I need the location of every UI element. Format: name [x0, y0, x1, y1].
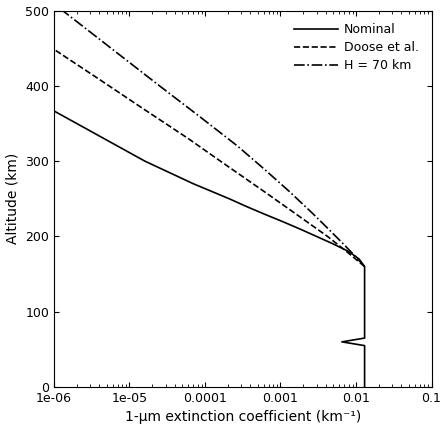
- H = 70 km: [310, 211, 316, 216]
- H = 70 km: [60, 8, 65, 13]
- Line: H = 70 km: H = 70 km: [63, 11, 365, 267]
- Doose et al.: [50, 46, 55, 51]
- Nominal: [74, 121, 80, 126]
- Nominal: [243, 204, 249, 209]
- Doose et al.: [240, 174, 245, 179]
- Nominal: [362, 324, 367, 329]
- Line: Nominal: Nominal: [0, 11, 365, 387]
- H = 70 km: [196, 114, 202, 119]
- Nominal: [261, 211, 266, 216]
- Nominal: [331, 241, 336, 246]
- Nominal: [362, 279, 367, 284]
- Nominal: [190, 181, 196, 186]
- Nominal: [279, 219, 285, 224]
- H = 70 km: [235, 144, 240, 149]
- Nominal: [362, 343, 367, 348]
- Nominal: [362, 347, 367, 352]
- H = 70 km: [352, 253, 357, 258]
- Doose et al.: [325, 234, 330, 239]
- Doose et al.: [218, 159, 223, 164]
- Nominal: [356, 256, 362, 261]
- Nominal: [362, 264, 367, 269]
- Doose et al.: [344, 249, 349, 254]
- Nominal: [362, 309, 367, 314]
- Doose et al.: [140, 106, 145, 111]
- H = 70 km: [287, 189, 292, 194]
- Doose et al.: [95, 76, 101, 81]
- Nominal: [6, 83, 11, 89]
- Doose et al.: [304, 219, 309, 224]
- Nominal: [346, 249, 351, 254]
- Y-axis label: Altitude (km): Altitude (km): [5, 153, 20, 244]
- H = 70 km: [108, 46, 114, 51]
- Doose et al.: [186, 136, 191, 141]
- Nominal: [297, 226, 303, 231]
- Nominal: [227, 196, 232, 201]
- Nominal: [362, 335, 367, 341]
- Legend: Nominal, Doose et al., H = 70 km: Nominal, Doose et al., H = 70 km: [288, 17, 425, 78]
- Doose et al.: [283, 204, 288, 209]
- Nominal: [314, 234, 319, 239]
- Nominal: [362, 384, 367, 390]
- Doose et al.: [261, 189, 266, 194]
- Nominal: [362, 294, 367, 299]
- H = 70 km: [326, 226, 331, 231]
- Nominal: [339, 339, 345, 344]
- H = 70 km: [341, 241, 346, 246]
- Line: Doose et al.: Doose et al.: [0, 11, 365, 267]
- Doose et al.: [4, 15, 10, 21]
- X-axis label: 1-μm extinction coefficient (km⁻¹): 1-μm extinction coefficient (km⁻¹): [125, 411, 361, 424]
- Nominal: [362, 350, 367, 356]
- H = 70 km: [157, 83, 162, 89]
- Doose et al.: [362, 264, 367, 269]
- H = 70 km: [261, 166, 266, 171]
- H = 70 km: [362, 264, 367, 269]
- Nominal: [142, 159, 148, 164]
